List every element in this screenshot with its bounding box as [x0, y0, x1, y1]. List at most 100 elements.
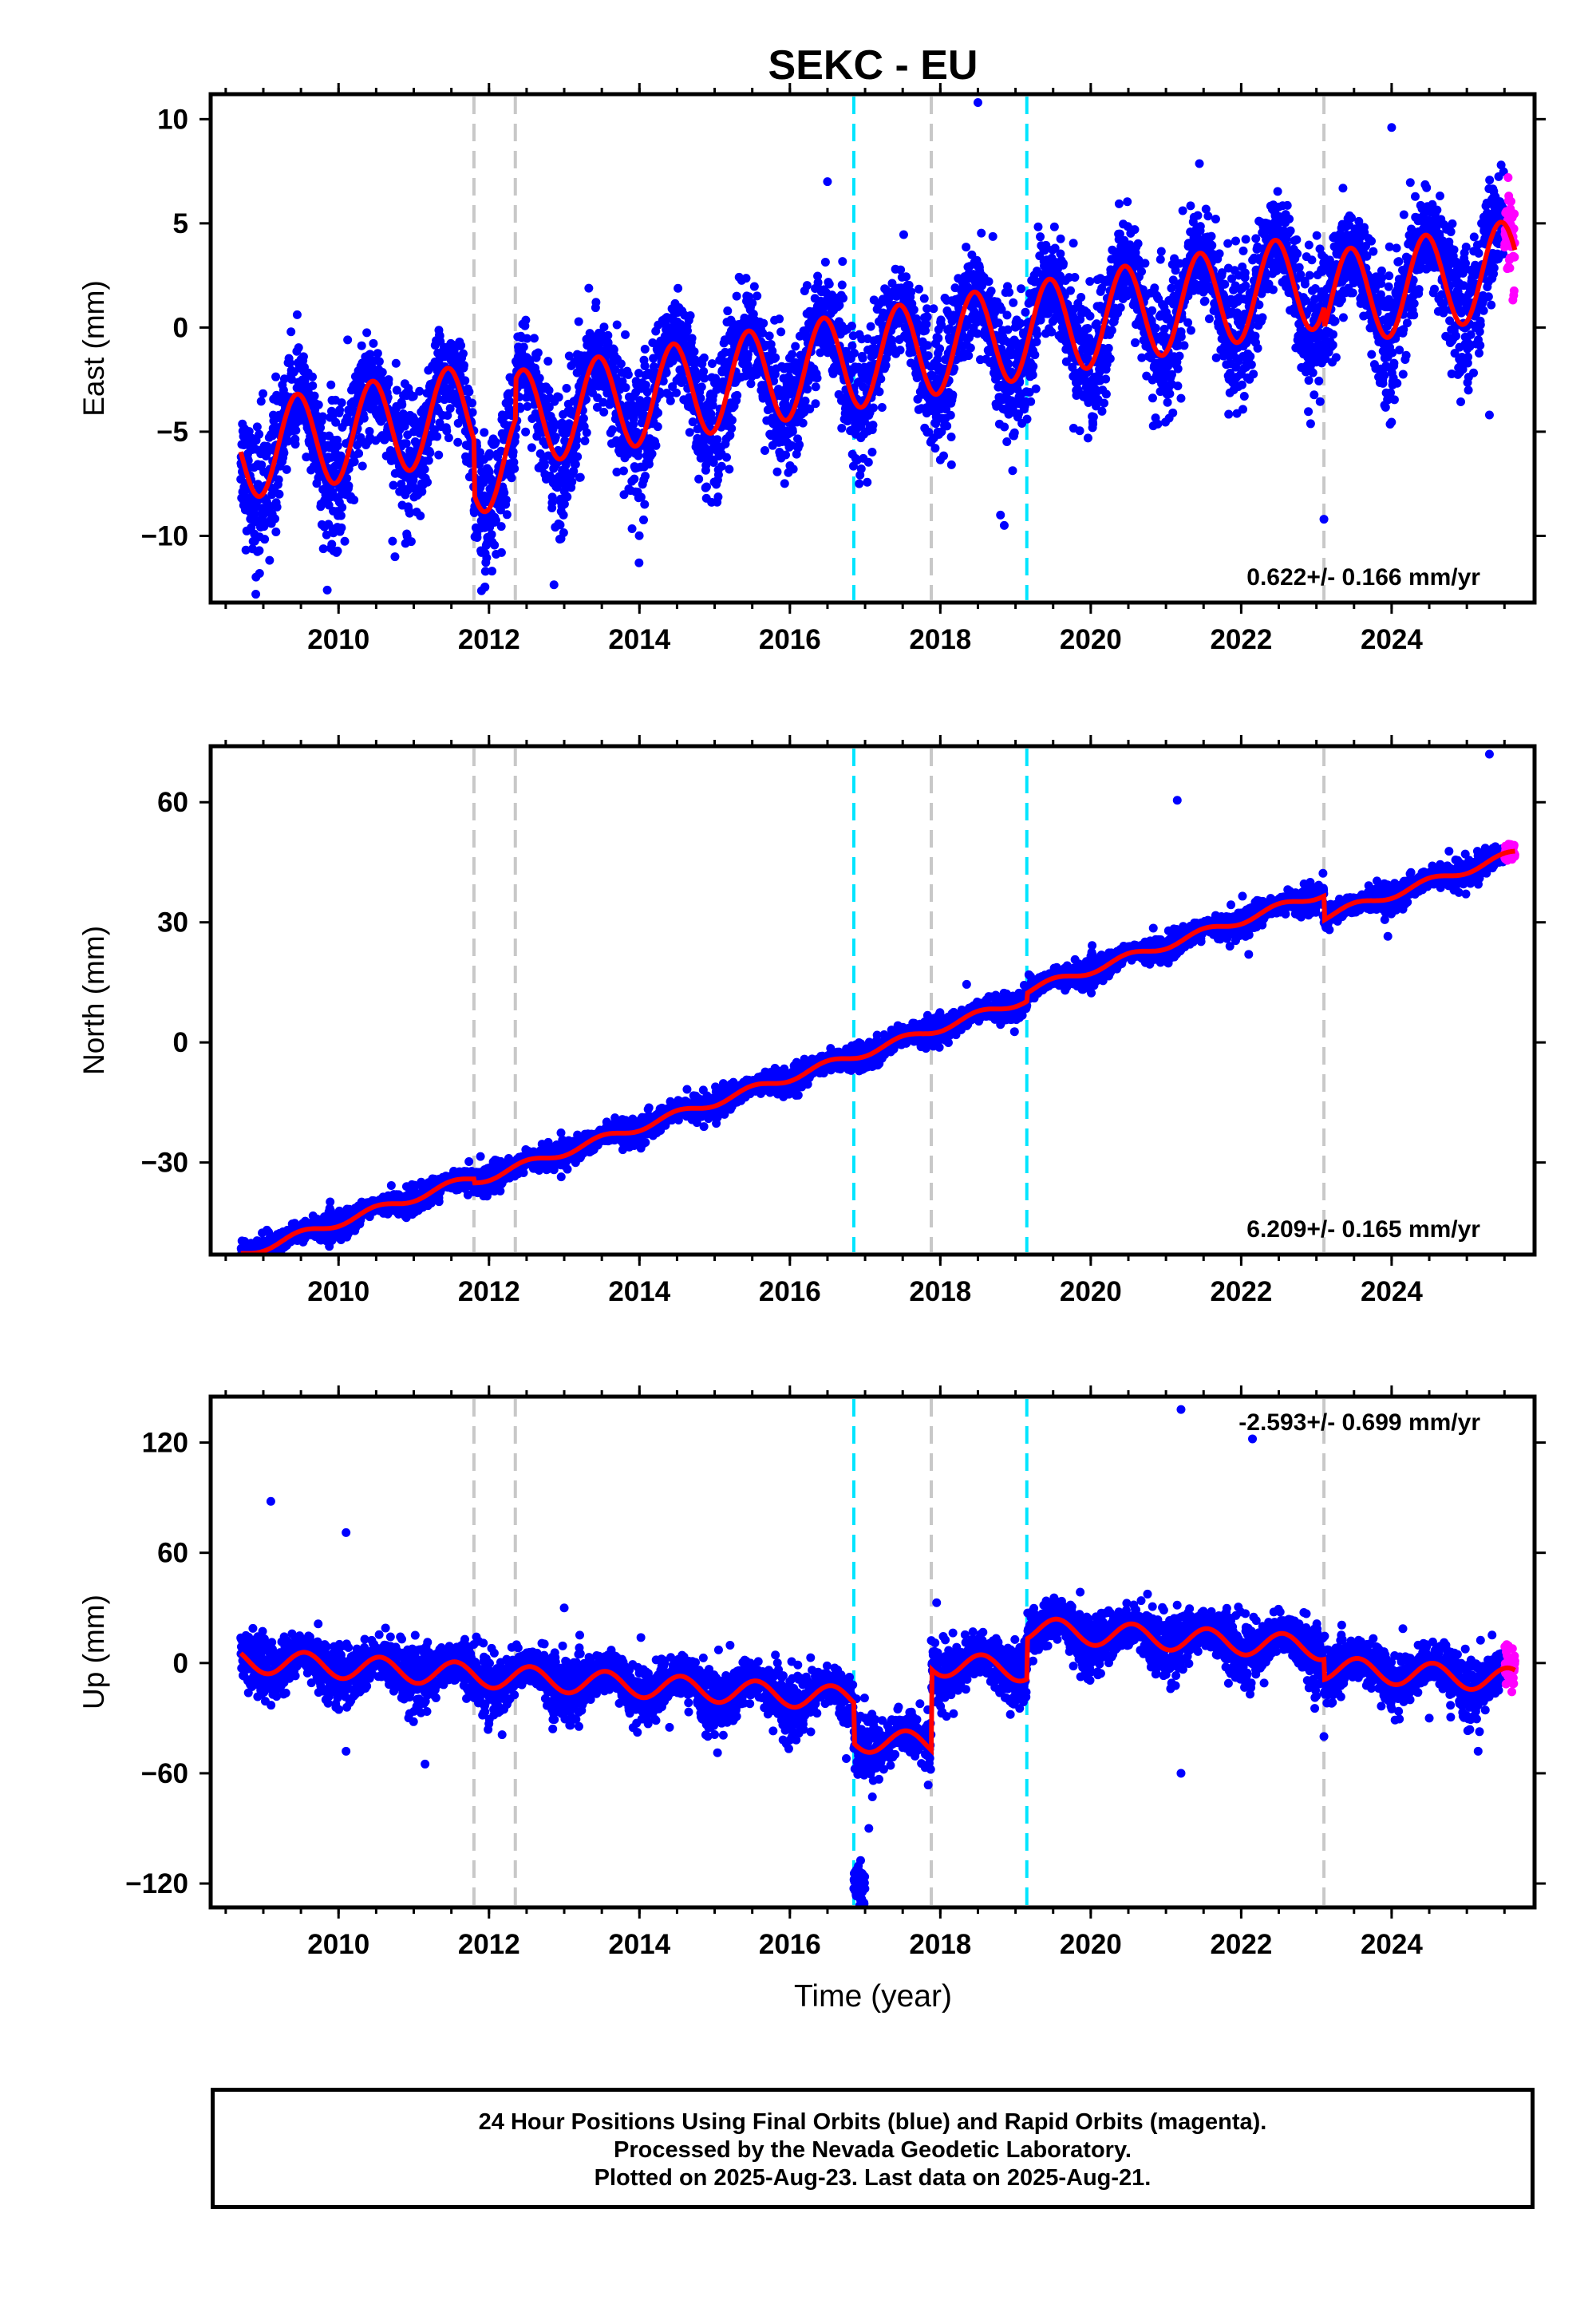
east-data-point: [430, 425, 440, 434]
east-data-point: [922, 312, 932, 322]
east-data-point: [608, 425, 618, 434]
east-data-point: [1153, 419, 1163, 429]
east-data-point: [1304, 240, 1314, 250]
east-data-point: [1178, 206, 1187, 215]
east-data-point: [1204, 314, 1214, 324]
east-data-point: [291, 425, 301, 435]
east-data-point: [1131, 338, 1140, 347]
east-data-point: [243, 456, 253, 465]
east-data-point: [749, 282, 759, 291]
east-data-point: [1238, 246, 1248, 255]
east-data-point: [634, 531, 644, 540]
east-data-point: [358, 461, 367, 471]
east-data-point: [858, 354, 867, 363]
east-data-point: [1220, 279, 1230, 289]
east-data-point: [1165, 389, 1175, 398]
east-data-point: [616, 359, 626, 369]
east-data-point: [599, 407, 609, 417]
east-data-point: [1238, 405, 1247, 414]
east-data-point: [336, 511, 346, 520]
east-data-point: [772, 467, 782, 476]
east-data-point: [354, 449, 364, 458]
east-data-point: [308, 372, 318, 381]
east-data-point: [275, 489, 284, 499]
east-data-point: [415, 386, 425, 396]
east-data-point: [1008, 466, 1017, 476]
east-data-point: [867, 448, 877, 457]
east-data-point: [922, 319, 931, 329]
east-data-point: [1137, 267, 1147, 276]
east-data-point: [322, 585, 332, 595]
east-data-point: [1207, 231, 1216, 241]
east-data-point: [977, 228, 986, 238]
east-data-point: [510, 464, 519, 473]
east-data-point: [582, 428, 591, 437]
east-data-point: [1176, 332, 1186, 342]
east-data-point: [1100, 398, 1109, 408]
east-data-point: [922, 341, 932, 350]
east-data-point: [1314, 376, 1324, 385]
east-data-point: [672, 388, 681, 397]
east-data-point: [1033, 330, 1042, 339]
east-data-point: [915, 284, 924, 294]
east-data-point: [544, 402, 554, 412]
east-data-point: [1156, 247, 1166, 256]
east-data-point: [1304, 376, 1314, 385]
east-data-point: [406, 537, 416, 547]
east-data-point: [1030, 350, 1040, 360]
east-data-point: [689, 347, 699, 357]
east-data-point: [1304, 407, 1314, 417]
east-data-point: [1036, 232, 1045, 242]
east-data-point: [687, 334, 697, 343]
east-data-point: [480, 567, 490, 576]
east-data-point: [279, 449, 289, 458]
east-data-point: [272, 502, 282, 512]
east-data-point: [1083, 323, 1092, 333]
east-data-point: [700, 373, 709, 383]
east-data-point: [338, 503, 347, 512]
east-data-point: [699, 353, 709, 362]
east-data-point: [1211, 214, 1220, 223]
east-data-point: [1021, 307, 1030, 317]
east-data-point: [559, 510, 568, 520]
east-data-point: [1310, 390, 1319, 400]
east-data-point: [837, 280, 847, 290]
east-data-point: [685, 428, 694, 437]
east-data-point: [1223, 239, 1233, 248]
east-data-point: [638, 515, 648, 524]
east-data-point: [1195, 222, 1205, 231]
east-data-point: [1004, 359, 1013, 369]
east-data-point: [1312, 231, 1321, 240]
east-data-point: [640, 500, 650, 509]
east-data-point: [344, 481, 354, 491]
east-data-point: [575, 472, 585, 482]
east-data-point: [722, 453, 732, 462]
east-data-point: [1028, 370, 1037, 380]
east-data-point: [935, 344, 945, 354]
east-data-point: [1231, 236, 1240, 246]
east-data-point: [791, 342, 800, 351]
east-data-point: [573, 452, 583, 461]
east-data-point: [856, 464, 866, 473]
east-data-point: [1000, 422, 1009, 432]
east-data-point: [803, 385, 812, 394]
east-data-point: [453, 437, 463, 447]
east-data-point: [701, 482, 711, 492]
east-data-point: [391, 358, 401, 368]
east-data-point: [1033, 222, 1043, 231]
east-data-point: [507, 473, 516, 483]
east-data-point: [256, 397, 266, 406]
east-data-point: [488, 567, 497, 576]
east-data-point: [423, 477, 433, 487]
east-data-point: [653, 422, 662, 432]
east-data-point: [314, 400, 323, 409]
east-data-point: [1085, 277, 1095, 287]
east-data-point: [244, 427, 254, 437]
east-data-point: [274, 475, 283, 484]
east-data-point: [946, 410, 955, 420]
east-data-point: [458, 349, 468, 358]
east-data-point: [824, 279, 834, 289]
east-data-point: [1273, 187, 1282, 196]
east-data-point: [333, 546, 342, 555]
east-data-point: [1215, 249, 1224, 259]
